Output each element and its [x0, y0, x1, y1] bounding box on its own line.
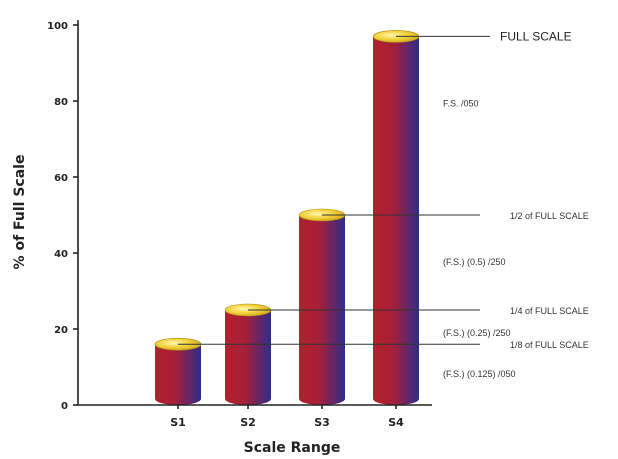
bar-body — [373, 36, 419, 406]
annotation-label: 1/2 of FULL SCALE — [510, 211, 589, 221]
annotation-formula: (F.S.) (0.125) /050 — [443, 369, 516, 379]
y-tick-label: 20 — [54, 325, 68, 336]
annotation-formula: (F.S.) (0.25) /250 — [443, 328, 511, 338]
bar-body — [225, 310, 271, 405]
annotation-label: 1/4 of FULL SCALE — [510, 306, 589, 316]
bar-s3 — [298, 208, 346, 405]
x-tick-label: S1 — [170, 416, 186, 429]
bar-s1 — [154, 337, 202, 405]
annotation-formula: F.S. /050 — [443, 98, 479, 108]
x-tick-label: S3 — [314, 416, 330, 429]
y-axis-ticks: 0 20 40 60 80 100 — [47, 21, 78, 412]
y-tick-label: 40 — [54, 249, 68, 260]
annotation-label: 1/8 of FULL SCALE — [510, 340, 589, 350]
y-tick-label: 60 — [54, 173, 68, 184]
bar-s2 — [224, 303, 272, 405]
bar-body — [155, 344, 201, 405]
y-tick-label: 0 — [61, 401, 68, 412]
annotation-label: FULL SCALE — [500, 29, 572, 43]
annotation-formula: (F.S.) (0.5) /250 — [443, 257, 506, 267]
annotation-leaders: FULL SCALE F.S. /050 1/2 of FULL SCALE (F.S… — [178, 29, 589, 379]
y-tick-label: 100 — [47, 21, 68, 32]
x-axis-category-labels: S1 S2 S3 S4 — [170, 405, 404, 429]
x-axis-title: Scale Range — [244, 440, 341, 456]
y-axis-title: % of Full Scale — [12, 155, 28, 270]
bars-group — [154, 30, 420, 406]
x-tick-label: S4 — [388, 416, 404, 429]
bar-s4 — [372, 30, 420, 406]
y-tick-label: 80 — [54, 97, 68, 108]
x-tick-label: S2 — [240, 416, 256, 429]
